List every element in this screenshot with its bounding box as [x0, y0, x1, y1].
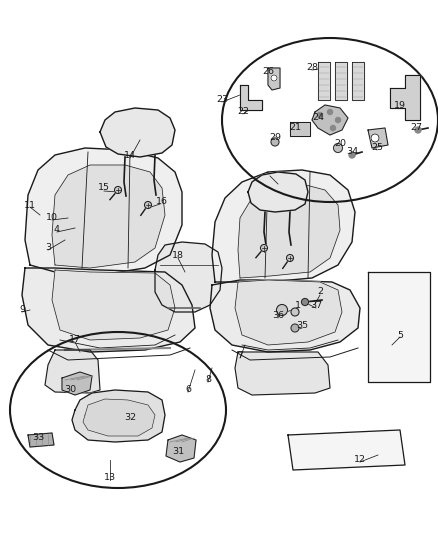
Text: 2: 2 [317, 287, 323, 296]
Text: 32: 32 [124, 414, 136, 423]
Polygon shape [28, 433, 54, 447]
Polygon shape [100, 108, 175, 157]
Polygon shape [166, 435, 196, 462]
Polygon shape [335, 62, 347, 100]
Text: 18: 18 [172, 251, 184, 260]
Text: 34: 34 [346, 148, 358, 157]
Circle shape [286, 254, 293, 262]
Polygon shape [240, 85, 262, 110]
Polygon shape [288, 430, 405, 470]
Text: 10: 10 [46, 214, 58, 222]
Text: 13: 13 [104, 473, 116, 482]
Circle shape [276, 304, 287, 316]
Polygon shape [390, 75, 420, 120]
Text: 1: 1 [295, 301, 301, 310]
Circle shape [271, 75, 277, 81]
Text: 7: 7 [237, 351, 243, 359]
Text: 16: 16 [156, 198, 168, 206]
Polygon shape [45, 350, 100, 393]
Text: 8: 8 [205, 376, 211, 384]
Text: 3: 3 [45, 244, 51, 253]
Text: 23: 23 [216, 95, 228, 104]
Polygon shape [248, 172, 308, 212]
Text: 29: 29 [269, 133, 281, 142]
Polygon shape [368, 128, 388, 148]
Circle shape [349, 152, 355, 158]
Text: 15: 15 [98, 183, 110, 192]
Text: 22: 22 [237, 108, 249, 117]
Polygon shape [290, 122, 310, 136]
Circle shape [328, 109, 332, 115]
Text: 20: 20 [334, 139, 346, 148]
Polygon shape [368, 272, 430, 382]
Circle shape [291, 324, 299, 332]
Polygon shape [235, 280, 342, 345]
Text: 21: 21 [289, 124, 301, 133]
Text: 12: 12 [354, 456, 366, 464]
Text: 19: 19 [394, 101, 406, 109]
Polygon shape [238, 184, 340, 278]
Polygon shape [235, 352, 330, 395]
Circle shape [331, 125, 336, 131]
Polygon shape [52, 270, 175, 340]
Polygon shape [210, 280, 360, 352]
Text: 26: 26 [262, 68, 274, 77]
Text: 14: 14 [124, 150, 136, 159]
Polygon shape [25, 148, 182, 275]
Text: 36: 36 [272, 311, 284, 319]
Text: 5: 5 [397, 330, 403, 340]
Circle shape [261, 245, 268, 252]
Text: 17: 17 [69, 335, 81, 344]
Text: 25: 25 [371, 143, 383, 152]
Polygon shape [312, 105, 348, 135]
Text: 24: 24 [312, 114, 324, 123]
Text: 35: 35 [296, 320, 308, 329]
Text: 6: 6 [185, 385, 191, 394]
Circle shape [371, 134, 379, 142]
Polygon shape [83, 399, 155, 436]
Circle shape [301, 298, 308, 305]
Text: 27: 27 [410, 123, 422, 132]
Polygon shape [268, 68, 280, 90]
Text: 4: 4 [54, 225, 60, 235]
Text: 9: 9 [19, 305, 25, 314]
Polygon shape [212, 170, 355, 282]
Circle shape [333, 143, 343, 152]
Circle shape [318, 112, 322, 117]
Text: 11: 11 [24, 200, 36, 209]
Circle shape [114, 187, 121, 193]
Circle shape [336, 117, 340, 123]
Circle shape [271, 138, 279, 146]
Polygon shape [52, 165, 165, 268]
Circle shape [291, 308, 299, 316]
Polygon shape [62, 372, 92, 395]
Polygon shape [352, 62, 364, 100]
Text: 37: 37 [310, 301, 322, 310]
Circle shape [415, 127, 421, 133]
Polygon shape [318, 62, 330, 100]
Text: 30: 30 [64, 385, 76, 394]
Polygon shape [72, 390, 165, 442]
Polygon shape [22, 268, 195, 352]
Circle shape [145, 201, 152, 208]
Text: 28: 28 [306, 63, 318, 72]
Text: 33: 33 [32, 432, 44, 441]
Text: 31: 31 [172, 448, 184, 456]
Polygon shape [155, 242, 222, 312]
